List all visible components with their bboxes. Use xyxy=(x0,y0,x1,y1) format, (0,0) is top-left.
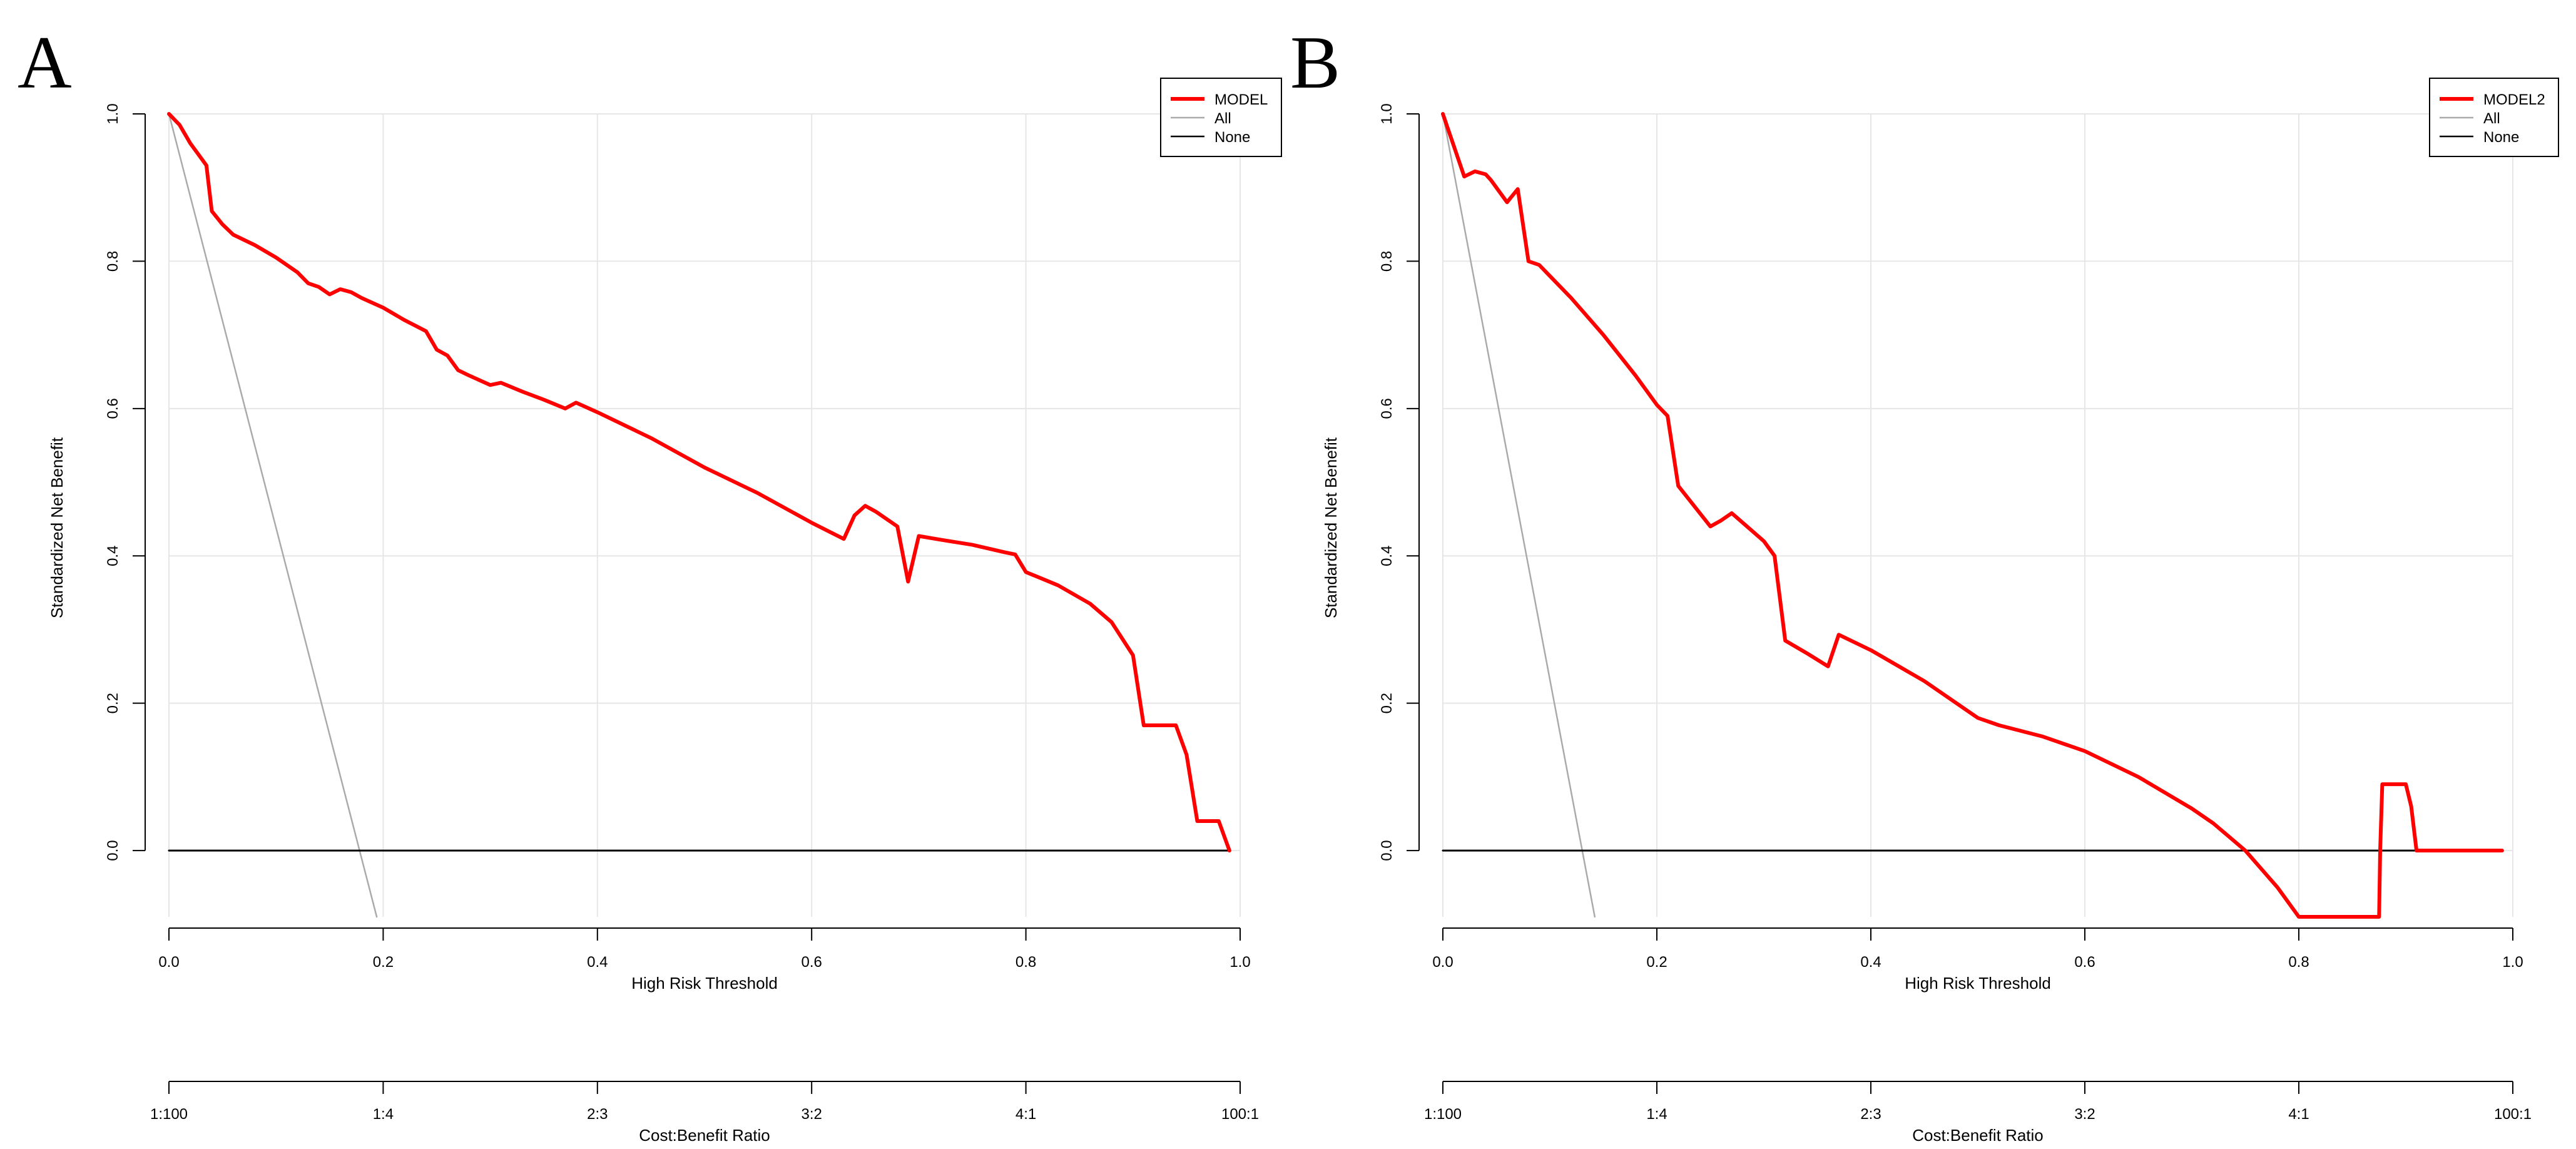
panel-b-x-tick-label-3: 0.6 xyxy=(2074,954,2095,971)
panel-b-y-tick-label-2: 0.4 xyxy=(1378,546,1395,566)
panel-b-legend-label-all: All xyxy=(2483,110,2500,127)
panel-a-secondary-tick-label-2: 2:3 xyxy=(587,1106,608,1123)
panel-a-secondary-tick-label-4: 4:1 xyxy=(1016,1106,1036,1123)
panel-a-x-axis-title: High Risk Threshold xyxy=(631,974,778,993)
panel-a-x-tick-label-5: 1.0 xyxy=(1229,954,1250,971)
panel-a-secondary-tick-label-5: 100:1 xyxy=(1221,1106,1259,1123)
panel-a-x-tick-label-0: 0.0 xyxy=(158,954,179,971)
panel-a-secondary-tick-label-0: 1:100 xyxy=(150,1106,188,1123)
panel-b-x-tick-label-0: 0.0 xyxy=(1432,954,1453,971)
panel-a-y-tick-label-1: 0.2 xyxy=(104,693,121,713)
panel-b-secondary-tick-label-4: 4:1 xyxy=(2288,1106,2309,1123)
panel-a-x-tick-label-2: 0.4 xyxy=(587,954,608,971)
panel-a-y-tick-label-2: 0.4 xyxy=(104,546,121,566)
panel-b-y-tick-label-5: 1.0 xyxy=(1378,103,1395,124)
panel-b-secondary-tick-label-2: 2:3 xyxy=(1860,1106,1881,1123)
panel-a-y-tick-label-3: 0.6 xyxy=(104,398,121,419)
panel-a: A 0.0 0.2 0.4 0.6 0.8 1.0 High Risk Threshold 0.… xyxy=(18,21,1282,1145)
panel-b-y-tick-label-0: 0.0 xyxy=(1378,840,1395,860)
panel-b-y-tick-label-4: 0.8 xyxy=(1378,251,1395,272)
panel-b-secondary-tick-label-0: 1:100 xyxy=(1424,1106,1462,1123)
panel-a-y-tick-label-4: 0.8 xyxy=(104,251,121,272)
panel-b-series-all xyxy=(1442,113,1596,918)
panel-b-x-axis-title: High Risk Threshold xyxy=(1905,974,2051,993)
panel-b-x-tick-label-5: 1.0 xyxy=(2502,954,2523,971)
panel-b-secondary-tick-label-5: 100:1 xyxy=(2494,1106,2532,1123)
panel-a-secondary-tick-label-1: 1:4 xyxy=(373,1106,394,1123)
panel-b-legend-label-none: None xyxy=(2483,129,2519,146)
panel-b-series-model2 xyxy=(1441,112,2504,919)
panel-a-x-tick-label-4: 0.8 xyxy=(1016,954,1036,971)
panel-b-y-tick-label-3: 0.6 xyxy=(1378,398,1395,419)
panel-a-legend-label-none: None xyxy=(1214,129,1250,146)
panel-b-y-tick-label-1: 0.2 xyxy=(1378,693,1395,713)
panel-b-x-tick-label-1: 0.2 xyxy=(1646,954,1667,971)
panel-b: B 0.0 0.2 0.4 0.6 0.8 1.0 High Risk Threshold 0.… xyxy=(1290,21,2559,1145)
panel-b-secondary-tick-label-3: 3:2 xyxy=(2074,1106,2095,1123)
panel-a-y-tick-label-5: 1.0 xyxy=(104,103,121,124)
panel-b-secondary-tick-label-1: 1:4 xyxy=(1646,1106,1667,1123)
panel-a-legend-label-all: All xyxy=(1214,110,1231,127)
panel-b-x-tick-label-4: 0.8 xyxy=(2288,954,2309,971)
panel-a-y-axis-title: Standardized Net Benefit xyxy=(48,437,66,618)
panel-a-x-tick-label-1: 0.2 xyxy=(373,954,394,971)
panel-a-secondary-tick-label-3: 3:2 xyxy=(802,1106,822,1123)
panel-a-secondary-axis-title: Cost:Benefit Ratio xyxy=(639,1126,770,1145)
panel-a-legend-label-model: MODEL xyxy=(1214,91,1268,108)
panel-b-secondary-axis-title: Cost:Benefit Ratio xyxy=(1912,1126,2044,1145)
panel-b-label: B xyxy=(1290,21,1340,104)
panel-a-y-tick-label-0: 0.0 xyxy=(104,840,121,860)
panel-b-x-tick-label-2: 0.4 xyxy=(1860,954,1881,971)
panel-a-series-model xyxy=(167,112,1231,853)
panel-a-label: A xyxy=(18,21,72,104)
panel-a-series-all xyxy=(168,113,378,918)
panel-a-x-tick-label-3: 0.6 xyxy=(802,954,822,971)
panel-b-y-axis-title: Standardized Net Benefit xyxy=(1321,437,1340,618)
panel-b-legend-label-model2: MODEL2 xyxy=(2483,91,2545,108)
